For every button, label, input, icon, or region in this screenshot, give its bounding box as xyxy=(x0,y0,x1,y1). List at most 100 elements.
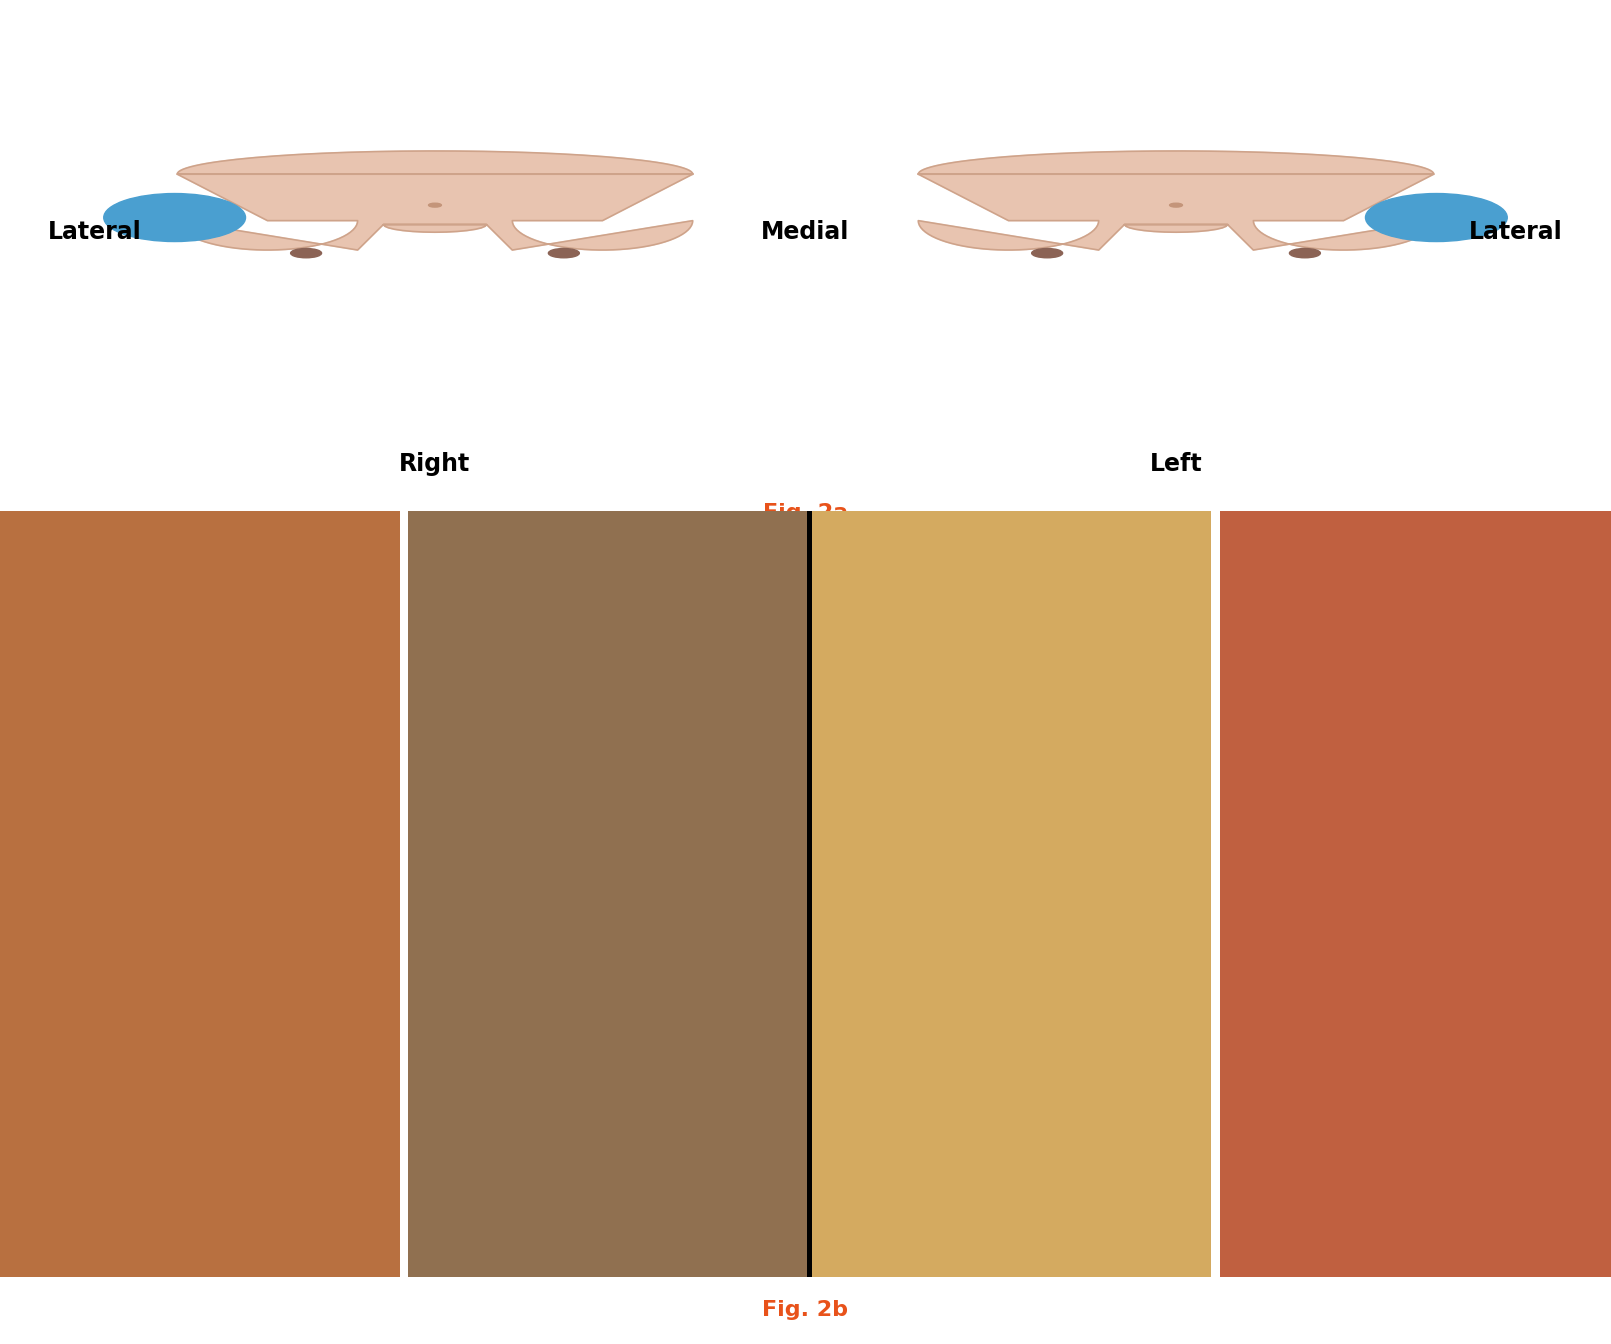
Bar xyxy=(0,735,400,743)
Bar xyxy=(0,589,400,595)
Ellipse shape xyxy=(103,194,245,242)
Bar xyxy=(0,1192,400,1199)
Text: Medial: Medial xyxy=(762,220,849,245)
Bar xyxy=(0,688,400,696)
Bar xyxy=(0,805,400,813)
Bar xyxy=(0,1161,400,1168)
Circle shape xyxy=(1031,249,1063,258)
Bar xyxy=(0,603,400,612)
Bar xyxy=(0,511,400,519)
Ellipse shape xyxy=(1366,194,1508,242)
Circle shape xyxy=(548,249,580,258)
Bar xyxy=(0,774,400,782)
Bar xyxy=(0,1038,400,1044)
Bar xyxy=(0,665,400,673)
Bar xyxy=(0,859,400,867)
Text: Fig. 2a: Fig. 2a xyxy=(764,503,847,523)
Bar xyxy=(0,1246,400,1254)
Bar xyxy=(807,511,812,1277)
Bar xyxy=(0,1099,400,1106)
Circle shape xyxy=(1170,203,1182,207)
Bar xyxy=(0,1254,400,1261)
Bar xyxy=(0,626,400,634)
Circle shape xyxy=(429,203,441,207)
Bar xyxy=(0,982,400,991)
Bar xyxy=(0,952,400,960)
Bar xyxy=(0,1075,400,1083)
Text: Left: Left xyxy=(1150,453,1202,477)
Bar xyxy=(0,550,400,558)
Bar xyxy=(0,1083,400,1091)
Bar xyxy=(0,1021,400,1030)
Bar xyxy=(0,1215,400,1223)
Polygon shape xyxy=(918,151,1434,250)
Bar xyxy=(0,1231,400,1238)
Bar xyxy=(0,1145,400,1153)
Bar xyxy=(0,673,400,681)
Bar xyxy=(0,503,400,511)
Bar xyxy=(0,1176,400,1184)
Bar xyxy=(0,542,400,550)
Bar xyxy=(408,511,807,1277)
Text: Lateral: Lateral xyxy=(48,220,142,245)
Bar xyxy=(0,1044,400,1052)
Bar xyxy=(0,704,400,712)
Bar xyxy=(0,1091,400,1099)
Bar xyxy=(0,1013,400,1021)
Bar xyxy=(0,1030,400,1038)
Circle shape xyxy=(290,249,322,258)
Bar xyxy=(812,511,1211,1277)
Bar xyxy=(0,650,400,657)
Bar xyxy=(0,720,400,727)
Bar xyxy=(0,1122,400,1130)
Bar xyxy=(0,519,400,527)
Bar xyxy=(0,991,400,999)
Bar xyxy=(0,1153,400,1161)
Bar xyxy=(0,797,400,805)
Text: Right: Right xyxy=(400,453,470,477)
Bar xyxy=(0,836,400,844)
Bar xyxy=(0,882,400,890)
Bar xyxy=(0,1130,400,1137)
Bar xyxy=(0,511,400,1277)
Bar xyxy=(0,581,400,589)
Bar xyxy=(0,1207,400,1215)
Text: Lateral: Lateral xyxy=(1469,220,1563,245)
Bar xyxy=(0,844,400,851)
Bar xyxy=(0,696,400,704)
Bar xyxy=(0,634,400,642)
Bar xyxy=(0,727,400,735)
Bar xyxy=(0,820,400,828)
Bar xyxy=(0,1184,400,1192)
Bar xyxy=(0,1007,400,1013)
Bar xyxy=(0,898,400,906)
Bar xyxy=(0,867,400,875)
Bar xyxy=(0,758,400,766)
Bar xyxy=(0,612,400,620)
Bar xyxy=(0,1060,400,1068)
Bar xyxy=(0,534,400,542)
Bar xyxy=(0,1238,400,1246)
Bar xyxy=(0,681,400,688)
Bar xyxy=(0,1114,400,1122)
Bar xyxy=(0,712,400,719)
Bar xyxy=(0,960,400,968)
Bar xyxy=(0,929,400,937)
Polygon shape xyxy=(177,151,693,250)
Bar xyxy=(0,890,400,898)
Bar xyxy=(0,943,400,952)
Bar xyxy=(0,642,400,650)
Bar xyxy=(0,782,400,789)
Bar xyxy=(0,999,400,1005)
Bar xyxy=(0,1199,400,1207)
Bar xyxy=(0,976,400,982)
Bar xyxy=(0,657,400,665)
Bar xyxy=(0,620,400,626)
Bar xyxy=(0,595,400,603)
Bar xyxy=(0,1262,400,1269)
Bar xyxy=(1220,511,1611,1277)
Bar xyxy=(0,573,400,581)
Bar xyxy=(0,851,400,859)
Bar xyxy=(0,968,400,974)
Bar xyxy=(0,1223,400,1230)
